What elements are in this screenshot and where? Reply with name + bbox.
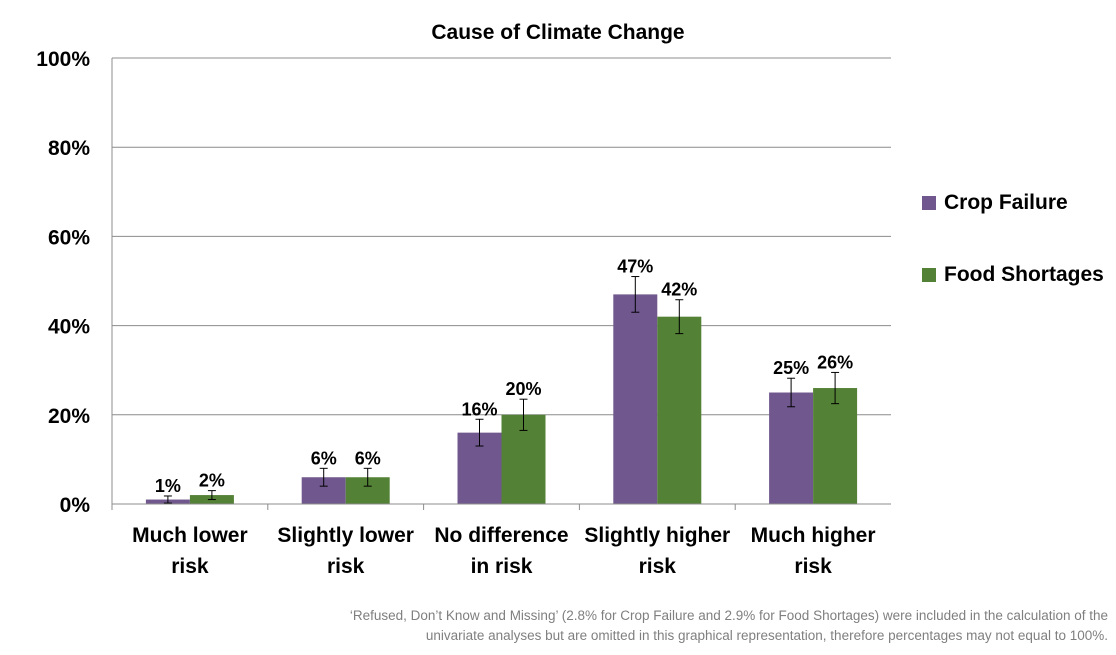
y-tick-label: 40% (48, 316, 90, 339)
data-label: 6% (355, 448, 381, 468)
legend: Crop Failure Food Shortages (922, 186, 1104, 330)
legend-swatch-crop-failure (922, 196, 936, 210)
footnote-line-1: ‘Refused, Don’t Know and Missing’ (2.8% … (349, 608, 1108, 623)
data-label: 47% (617, 257, 653, 277)
y-tick-label: 60% (48, 226, 90, 249)
x-tick-label: Slightly lower (277, 524, 414, 547)
x-tick-label: risk (327, 555, 365, 578)
x-tick-label: Slightly higher (584, 524, 730, 547)
bar-crop-failure (769, 392, 814, 504)
bar-food-shortages (657, 316, 702, 504)
chart-title: Cause of Climate Change (431, 21, 684, 44)
x-tick-label: Much lower (132, 524, 248, 547)
bar-crop-failure (613, 294, 658, 504)
y-tick-label: 20% (48, 405, 90, 428)
y-tick-label: 80% (48, 137, 90, 160)
x-tick-label: Much higher (751, 524, 876, 547)
legend-item-food-shortages: Food Shortages (922, 258, 1104, 292)
y-tick-label: 100% (36, 48, 90, 71)
bars: 1% 2% 6% 6% 16% 20% 47% 42% 25% 26% (145, 257, 858, 504)
data-label: 1% (155, 476, 181, 496)
data-label: 25% (773, 358, 809, 378)
data-label: 20% (505, 379, 541, 399)
x-tick-label: risk (171, 555, 209, 578)
footnote: ‘Refused, Don’t Know and Missing’ (2.8% … (208, 606, 1108, 646)
legend-label-crop-failure: Crop Failure (944, 191, 1068, 214)
legend-item-crop-failure: Crop Failure (922, 186, 1104, 220)
bar-chart: Cause of Climate Change 0% 20% 40% 60% 80% 10… (36, 21, 891, 578)
x-tick-label: No difference (434, 524, 568, 547)
data-label: 16% (461, 399, 497, 419)
x-tick-label: in risk (471, 555, 533, 578)
y-tick-label: 0% (60, 494, 91, 517)
bar-food-shortages (813, 388, 858, 504)
x-tick-label: risk (639, 555, 677, 578)
x-axis: Much lower risk Slightly lower risk No diffe… (111, 503, 891, 578)
data-label: 6% (311, 448, 337, 468)
y-axis: 0% 20% 40% 60% 80% 100% (36, 48, 113, 517)
data-label: 42% (661, 280, 697, 300)
footnote-line-2: univariate analyses but are omitted in t… (425, 628, 1108, 643)
data-label: 2% (199, 471, 225, 491)
x-tick-label: risk (794, 555, 832, 578)
data-label: 26% (817, 352, 853, 372)
legend-label-food-shortages: Food Shortages (944, 263, 1104, 286)
legend-swatch-food-shortages (922, 268, 936, 282)
